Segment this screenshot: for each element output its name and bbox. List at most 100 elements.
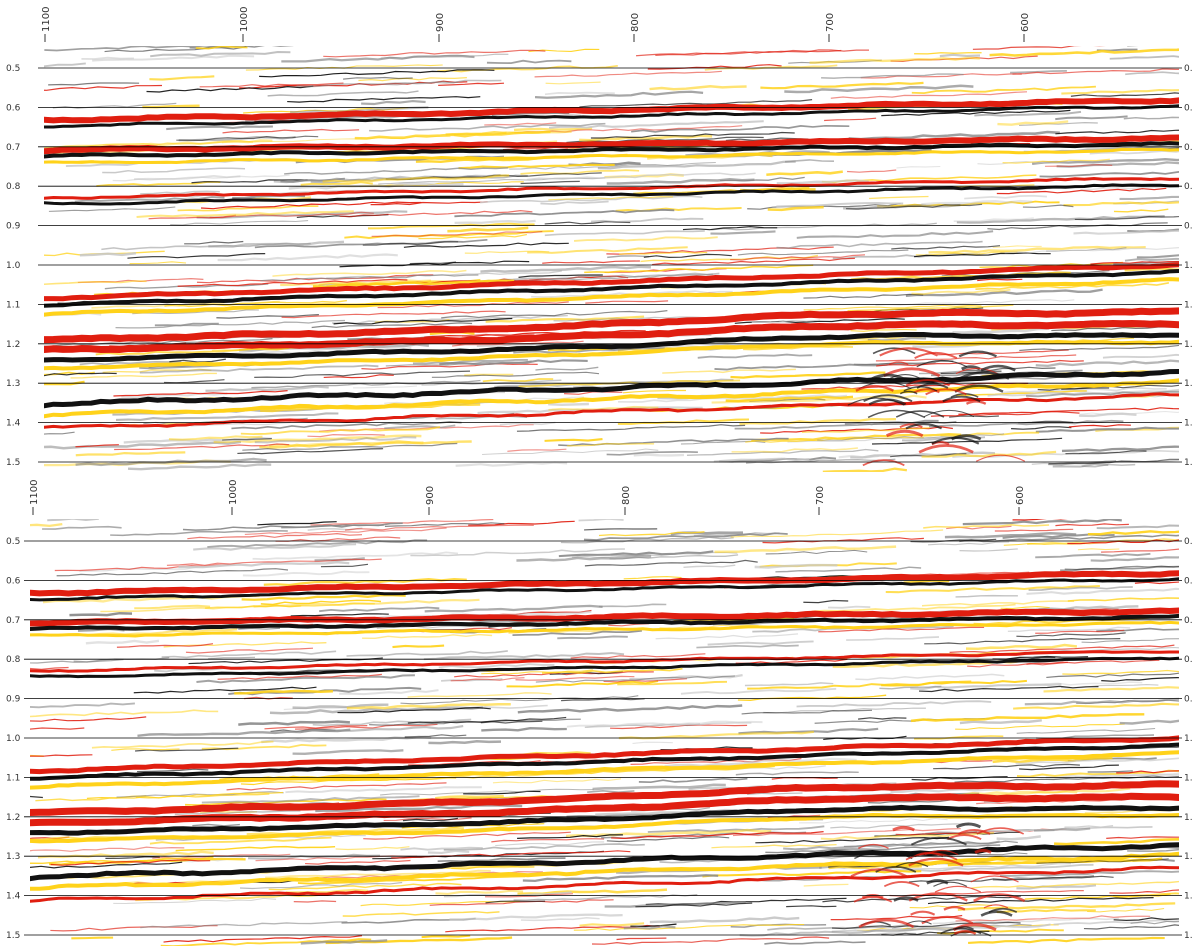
reflection-fragment — [1127, 848, 1179, 852]
horizon-peak — [30, 735, 1179, 775]
horizon-trough — [30, 656, 1179, 679]
reflection-fragment — [259, 69, 495, 78]
reflection-fragment — [423, 652, 625, 661]
reflection-fragment — [540, 200, 609, 205]
reflection-fragment — [287, 96, 481, 103]
reflection-fragment — [744, 757, 857, 764]
reflection-fragment — [751, 319, 821, 323]
reflection-fragment — [363, 831, 571, 840]
reflection-fragment — [269, 439, 424, 448]
reflection-fragment — [79, 360, 182, 366]
reflection-fragment — [1123, 116, 1179, 120]
reflection-fragment — [384, 424, 456, 430]
reflection-fragment — [959, 719, 1042, 725]
reflection-fragment — [606, 246, 834, 255]
reflection-fragment — [209, 211, 374, 219]
reflection-fragment — [520, 917, 600, 922]
horizon-trough — [30, 742, 1179, 781]
reflection-fragment — [775, 566, 922, 573]
reflection-fragment — [534, 90, 704, 99]
y-tick-label-right: 0. — [1184, 143, 1192, 153]
reflection-fragment — [48, 82, 140, 86]
reflection-fragment — [799, 817, 948, 824]
reflection-fragment — [149, 836, 332, 845]
reflection-fragment — [135, 791, 284, 799]
reflection-fragment — [586, 722, 752, 729]
reflection-fragment — [281, 522, 403, 529]
reflection-fragment — [205, 385, 329, 392]
diffraction-arc — [957, 829, 991, 835]
reflection-fragment — [803, 304, 982, 311]
y-tick-label-right: 0. — [1184, 537, 1192, 547]
reflection-fragment — [607, 255, 649, 259]
reflection-fragment — [201, 795, 420, 804]
reflection-fragment — [1083, 924, 1179, 930]
reflection-fragment — [1035, 359, 1179, 368]
reflection-fragment — [514, 125, 743, 134]
horizon-peak — [30, 607, 1179, 627]
horizon-trough — [30, 613, 1179, 631]
reflection-fragment — [822, 467, 908, 472]
reflection-fragment — [903, 579, 950, 584]
reflection-fragment — [1007, 626, 1131, 633]
reflection-fragment — [879, 685, 942, 690]
reflection-fragment — [285, 786, 482, 794]
reflection-fragment — [891, 245, 1001, 250]
reflection-fragment — [592, 783, 726, 791]
reflection-fragment — [522, 874, 719, 883]
reflection-fragment — [959, 548, 1018, 552]
reflection-fragment — [606, 178, 755, 185]
reflection-fragment — [292, 703, 389, 710]
reflection-fragment — [254, 436, 417, 444]
reflection-fragment — [713, 457, 810, 463]
reflection-fragment — [480, 720, 543, 724]
y-tick-label: 1.2 — [6, 340, 20, 350]
diffraction-arc — [974, 849, 992, 854]
reflection-fragment — [1033, 827, 1091, 832]
reflection-fragment — [196, 674, 415, 684]
reflection-fragment — [178, 561, 350, 569]
reflection-fragment — [284, 167, 509, 175]
reflection-fragment — [619, 251, 708, 255]
reflection-fragment — [1016, 884, 1097, 890]
reflection-fragment — [567, 443, 655, 447]
reflection-fragment — [583, 532, 788, 541]
reflection-fragment — [226, 782, 447, 791]
reflection-fragment — [445, 924, 660, 933]
reflection-fragment — [429, 899, 614, 906]
reflection-fragment — [30, 856, 214, 865]
y-tick-label-right: 1. — [1184, 300, 1192, 310]
reflection-fragment — [75, 444, 119, 448]
reflection-fragment — [1113, 917, 1179, 922]
reflection-fragment — [683, 564, 736, 568]
reflection-fragment — [30, 666, 69, 670]
diffraction-arc — [933, 881, 968, 887]
reflection-fragment — [732, 828, 961, 837]
reflection-fragment — [163, 935, 363, 943]
reflection-fragment — [1124, 257, 1179, 262]
reflection-fragment — [482, 448, 659, 456]
reflection-fragment — [662, 368, 796, 374]
reflection-fragment — [48, 206, 176, 212]
diffraction-arc — [934, 885, 982, 893]
reflection-fragment — [115, 319, 346, 329]
reflection-fragment — [910, 538, 997, 543]
reflection-fragment — [1090, 261, 1179, 265]
y-tick-label: 1.3 — [6, 379, 20, 389]
reflection-fragment — [1025, 390, 1179, 398]
reflection-fragment — [272, 269, 467, 277]
reflection-fragment — [1000, 605, 1050, 610]
reflection-fragment — [1046, 672, 1179, 679]
y-tick-label-right: 1. — [1184, 261, 1192, 271]
reflection-fragment — [1012, 68, 1179, 75]
reflection-fragment — [458, 163, 615, 170]
reflection-fragment — [548, 405, 659, 411]
y-tick-label: 0.9 — [6, 222, 21, 232]
reflection-fragment — [1096, 627, 1179, 632]
reflection-fragment — [776, 179, 869, 185]
reflection-fragment — [74, 196, 225, 203]
reflection-fragment — [714, 361, 936, 371]
horizon-trough — [30, 842, 1179, 882]
reflection-fragment — [30, 754, 93, 757]
reflection-fragment — [1024, 697, 1179, 706]
